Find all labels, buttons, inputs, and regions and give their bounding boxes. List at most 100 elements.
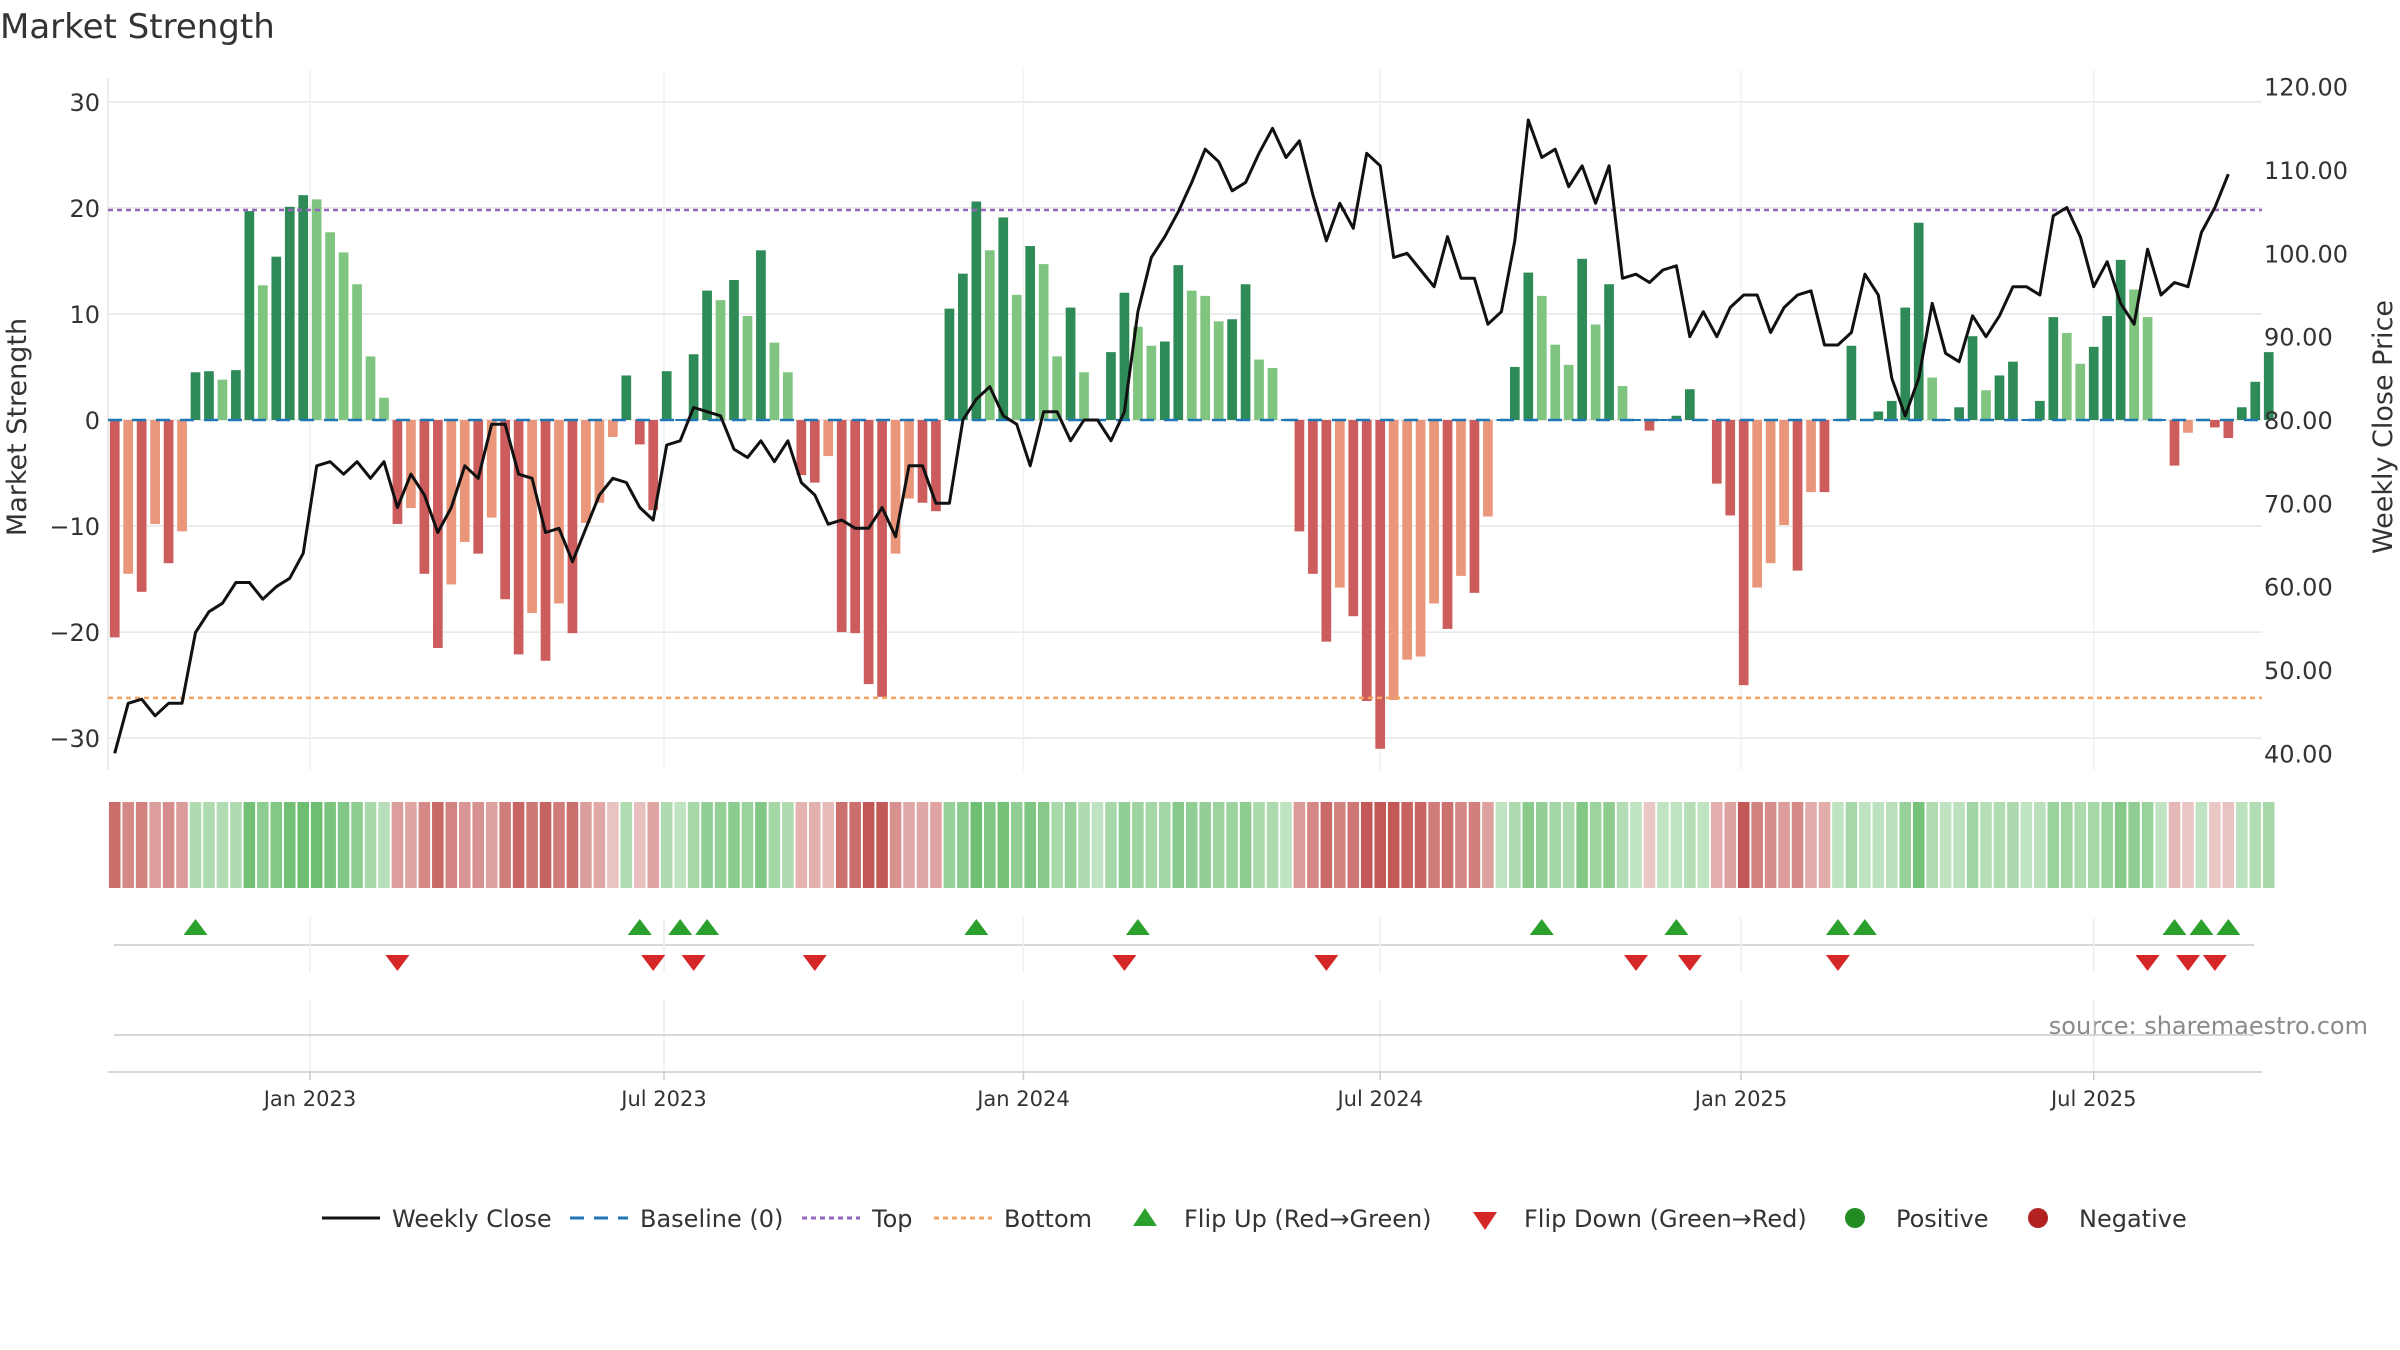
strength-bar bbox=[271, 256, 282, 420]
strength-bar bbox=[1294, 420, 1305, 532]
right-tick-label: 120.00 bbox=[2264, 74, 2348, 102]
strip-cell bbox=[2034, 802, 2046, 888]
strip-cell bbox=[607, 802, 619, 888]
strength-bar bbox=[2048, 317, 2059, 420]
left-tick-label: 30 bbox=[69, 89, 100, 117]
strip-cell bbox=[1145, 802, 1158, 888]
strength-bar bbox=[136, 420, 147, 592]
flip-down-marker bbox=[1623, 955, 1648, 971]
strip-cell bbox=[310, 802, 323, 888]
flip-down-marker bbox=[1112, 955, 1137, 971]
flip-down-marker bbox=[681, 955, 706, 971]
strength-bar bbox=[204, 371, 214, 420]
strip-cell bbox=[553, 802, 565, 888]
strip-cell bbox=[1293, 802, 1306, 888]
strip-cell bbox=[782, 802, 794, 888]
strip-cell bbox=[2209, 802, 2221, 888]
strength-bar bbox=[1846, 345, 1857, 420]
strength-bar bbox=[1711, 420, 1722, 484]
strength-bar bbox=[231, 370, 241, 420]
strength-bar bbox=[1792, 420, 1803, 571]
strip-cell bbox=[189, 802, 202, 888]
strip-cell bbox=[1051, 802, 1063, 888]
legend-negative-label: Negative bbox=[2079, 1205, 2187, 1233]
weekly-close-line bbox=[113, 118, 2230, 754]
strength-bar bbox=[2210, 420, 2220, 428]
flip-up-marker bbox=[1125, 919, 1150, 935]
strength-bar bbox=[1415, 420, 1426, 657]
strip-cell bbox=[1239, 802, 1252, 888]
strip-cell bbox=[1859, 802, 1871, 888]
strip-cell bbox=[1455, 802, 1467, 888]
strength-bar bbox=[675, 419, 686, 421]
strip-cell bbox=[283, 802, 296, 888]
strip-cell bbox=[1939, 802, 1952, 888]
weekly-close-line-group bbox=[113, 118, 2230, 754]
strength-bar bbox=[944, 308, 955, 420]
strength-bar bbox=[2223, 420, 2234, 439]
strip-cell bbox=[324, 802, 336, 888]
strength-bar bbox=[2102, 316, 2113, 420]
strip-cell bbox=[2087, 802, 2100, 888]
strength-bar bbox=[1900, 307, 1911, 420]
legend-flip-down-label: Flip Down (Green→Red) bbox=[1524, 1205, 1807, 1233]
strength-bar bbox=[1483, 420, 1493, 517]
strength-bar bbox=[473, 420, 484, 554]
strength-bar bbox=[500, 420, 510, 600]
legend-negative-swatch bbox=[2028, 1208, 2048, 1228]
legend-top-label: Top bbox=[871, 1205, 913, 1233]
strength-bar bbox=[1106, 352, 1116, 420]
flip-up-marker bbox=[2189, 919, 2214, 935]
strip-cell bbox=[1899, 802, 1912, 888]
strip-cell bbox=[364, 802, 377, 888]
left-tick-label: −10 bbox=[49, 513, 100, 541]
strip-cell bbox=[1320, 802, 1333, 888]
strength-bar bbox=[1267, 368, 1278, 420]
strength-bar bbox=[1617, 386, 1628, 420]
x-tick-label: Jan 2024 bbox=[975, 1087, 1070, 1111]
strength-bar bbox=[1334, 420, 1345, 588]
strength-bar bbox=[298, 195, 309, 420]
strip-cell bbox=[849, 802, 861, 888]
strength-bar bbox=[1779, 420, 1789, 525]
strip-cell bbox=[2020, 802, 2033, 888]
right-tick-label: 40.00 bbox=[2264, 740, 2333, 768]
axis-labels: 30 20 10 0 −10 −20 −30 120.00 110.00 100.00 90.00 8… bbox=[49, 74, 2348, 1111]
strip-cell bbox=[2168, 802, 2181, 888]
strip-cell bbox=[2114, 802, 2127, 888]
strength-bar bbox=[702, 290, 712, 420]
flip-up-marker bbox=[183, 919, 208, 935]
strip-cell bbox=[2155, 802, 2167, 888]
strip-cell bbox=[472, 802, 485, 888]
strip-cell bbox=[485, 802, 498, 888]
strength-bar bbox=[1200, 295, 1211, 420]
strength-bar bbox=[756, 250, 766, 420]
flip-up-marker bbox=[1664, 919, 1689, 935]
x-tick-label: Jul 2024 bbox=[1335, 1087, 1422, 1111]
right-axis-label: Weekly Close Price bbox=[2368, 300, 2399, 554]
strength-bar bbox=[1079, 372, 1089, 420]
bottom-panel bbox=[108, 1000, 2262, 1080]
strip-cell bbox=[1212, 802, 1225, 888]
legend-baseline-label: Baseline (0) bbox=[640, 1205, 783, 1233]
x-tick-label: Jul 2023 bbox=[619, 1087, 706, 1111]
strength-bar bbox=[446, 420, 457, 585]
flip-up-marker bbox=[964, 919, 989, 935]
strip-cell bbox=[270, 802, 283, 888]
strength-bar bbox=[1186, 290, 1197, 420]
strength-bar bbox=[877, 420, 887, 697]
left-tick-label: −30 bbox=[49, 725, 100, 753]
strip-cell bbox=[1091, 802, 1104, 888]
strip-cell bbox=[876, 802, 888, 888]
strip-cell bbox=[1387, 802, 1400, 888]
strip-cell bbox=[795, 802, 808, 888]
strength-bar bbox=[379, 397, 389, 420]
strip-cell bbox=[1845, 802, 1858, 888]
strip-cell bbox=[2141, 802, 2154, 888]
strength-bar bbox=[325, 232, 335, 420]
strip-cell bbox=[1468, 802, 1481, 888]
strength-bar bbox=[2075, 363, 2086, 420]
flip-down-marker bbox=[802, 955, 827, 971]
strip-cell bbox=[1778, 802, 1790, 888]
strip-cell bbox=[1347, 802, 1360, 888]
